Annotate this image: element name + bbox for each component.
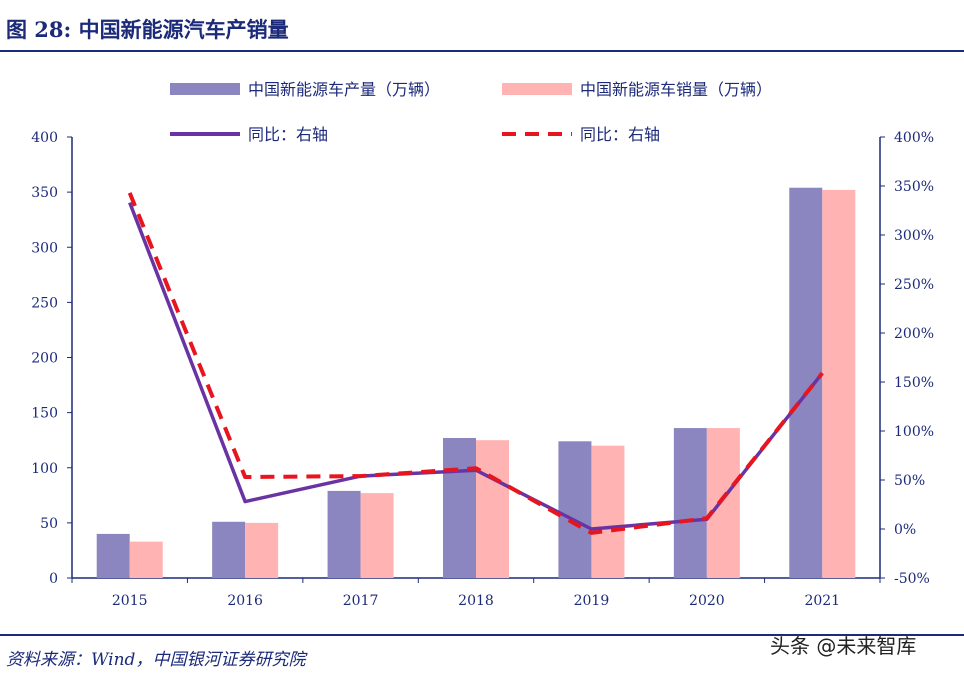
legend-label: 同比：右轴 — [248, 125, 328, 144]
header-rule — [0, 50, 964, 52]
left-tick-label: 400 — [31, 130, 58, 146]
sales-bar — [706, 428, 740, 578]
legend-swatch — [170, 83, 240, 95]
watermark: 头条 @未来智库 — [770, 634, 917, 658]
right-tick-label: 0% — [894, 522, 916, 538]
x-tick-label: 2018 — [458, 593, 494, 609]
right-tick-label: -50% — [894, 571, 930, 587]
sales-bar — [822, 189, 856, 579]
production-bar — [443, 437, 476, 578]
left-tick-label: 250 — [31, 295, 58, 311]
footer-rule — [0, 634, 964, 636]
left-tick-label: 300 — [31, 240, 58, 256]
x-tick-label: 2017 — [343, 593, 379, 609]
left-tick-label: 50 — [40, 516, 58, 532]
figure-title: 图 28: 中国新能源汽车产销量 — [6, 17, 289, 42]
x-tick-label: 2015 — [112, 593, 148, 609]
right-tick-label: 50% — [894, 473, 925, 489]
figure-header: 图 28: 中国新能源汽车产销量 — [0, 0, 964, 52]
right-tick-label: 250% — [894, 277, 934, 293]
x-tick-label: 2020 — [689, 593, 725, 609]
right-tick-label: 200% — [894, 326, 934, 342]
right-tick-label: 400% — [894, 130, 934, 146]
sales-bar — [360, 493, 394, 578]
production-bar — [558, 441, 592, 578]
legend-label: 中国新能源车销量（万辆） — [580, 80, 772, 99]
production-bar — [96, 533, 130, 578]
legend-label: 同比：右轴 — [580, 125, 660, 144]
left-tick-label: 100 — [31, 461, 58, 477]
chart: 0 50 100 150 200 250 300 350 400 -50% 0% 50% 100% 150… — [31, 80, 934, 609]
sales-bar — [129, 541, 163, 578]
sales-bar — [476, 440, 509, 578]
production-bar — [789, 187, 823, 578]
production-bar — [327, 490, 361, 578]
production-bar — [673, 428, 707, 578]
left-tick-label: 150 — [31, 406, 58, 422]
right-tick-label: 350% — [894, 179, 934, 195]
left-tick-label: 350 — [31, 185, 58, 201]
production-bar — [212, 521, 246, 578]
sales-bar — [591, 445, 625, 578]
x-tick-label: 2019 — [574, 593, 610, 609]
left-tick-label: 200 — [31, 351, 58, 367]
right-tick-label: 100% — [894, 424, 934, 440]
sales-yoy-line — [127, 192, 824, 535]
legend-swatch — [502, 83, 572, 95]
right-tick-label: 150% — [894, 375, 934, 391]
legend-label: 中国新能源车产量（万辆） — [248, 80, 440, 99]
x-tick-label: 2021 — [804, 593, 840, 609]
right-tick-label: 300% — [894, 228, 934, 244]
x-tick-label: 2016 — [227, 593, 263, 609]
source-note: 资料来源：Wind，中国银河证券研究院 — [6, 650, 306, 670]
sales-bar — [245, 522, 279, 578]
left-tick-label: 0 — [49, 571, 58, 587]
